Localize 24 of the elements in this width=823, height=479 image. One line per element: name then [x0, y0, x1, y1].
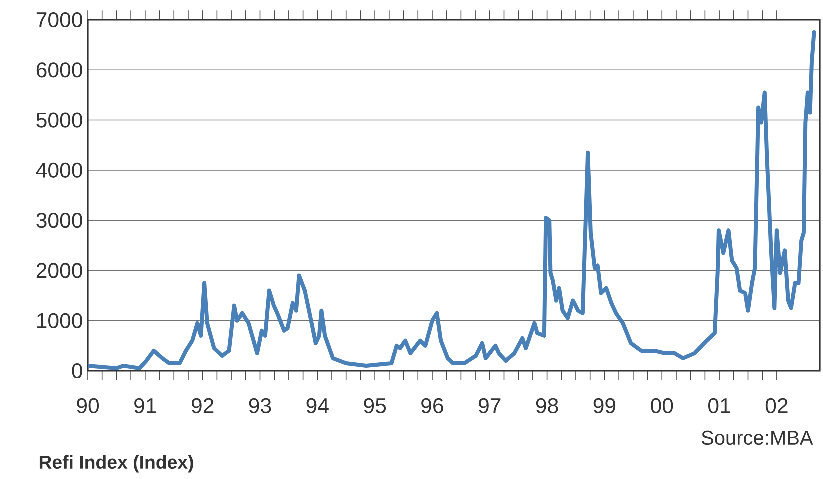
y-tick-label: 5000	[36, 112, 82, 128]
y-tick-label: 1000	[37, 313, 82, 328]
x-tick-label: 94	[306, 398, 329, 414]
y-tick-label: 2000	[36, 263, 82, 278]
x-tick-label: 02	[766, 398, 788, 414]
y-tick-label: 6000	[36, 62, 82, 78]
x-tick-label: 99	[594, 398, 616, 414]
x-tick-label: 92	[192, 398, 214, 414]
x-tick-label: 93	[249, 398, 272, 414]
x-tick-label: 91	[134, 398, 156, 414]
y-tick-label: 4000	[36, 162, 82, 178]
y-tick-label: 7000	[36, 12, 82, 28]
x-tick-label: 90	[77, 398, 100, 414]
x-tick-label: 98	[536, 398, 558, 414]
x-tick-label: 95	[364, 398, 386, 414]
x-tick-label: 00	[651, 398, 674, 414]
line-series	[88, 30, 816, 370]
x-tick-label: 01	[708, 398, 730, 414]
y-tick-label: 3000	[36, 213, 82, 228]
text: Refi Index (Index)	[40, 455, 194, 473]
x-tick-label: 96	[422, 398, 444, 414]
y-tick-label: 0	[72, 363, 82, 379]
x-tick-label: 97	[479, 398, 501, 414]
source-note: Source:MBA	[702, 430, 814, 446]
